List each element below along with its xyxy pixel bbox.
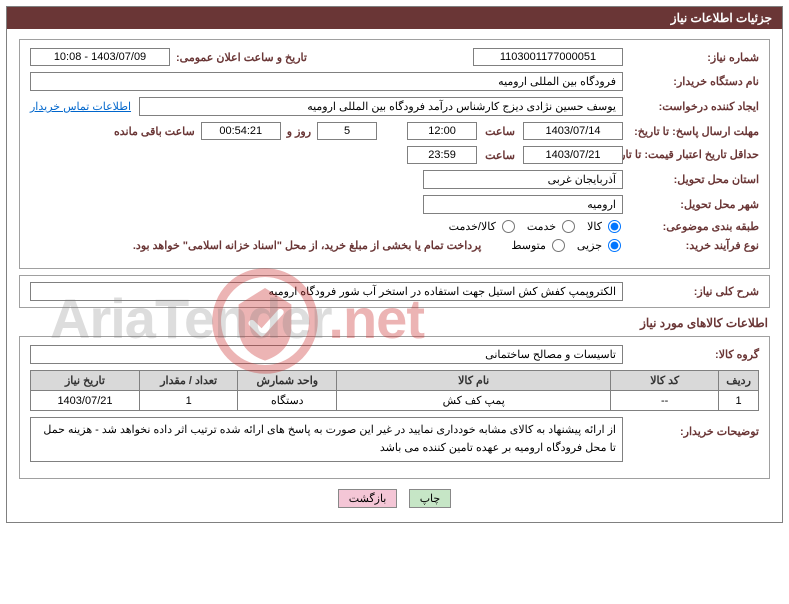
- row-response-deadline: مهلت ارسال پاسخ: تا تاریخ: 1403/07/14 سا…: [30, 122, 759, 140]
- radio-both-label: کالا/خدمت: [449, 220, 496, 233]
- radio-goods[interactable]: [608, 220, 621, 233]
- field-price-date: 1403/07/21: [523, 146, 623, 164]
- radio-medium-label: متوسط: [511, 239, 546, 252]
- label-group: گروه کالا:: [629, 348, 759, 361]
- row-city: شهر محل تحویل: ارومیه: [30, 195, 759, 214]
- radio-goods-label: کالا: [587, 220, 602, 233]
- label-resp-deadline: مهلت ارسال پاسخ: تا تاریخ:: [629, 125, 759, 138]
- overall-fieldset: شرح کلی نیاز: الکتروپمپ کفش کش استیل جهت…: [19, 275, 770, 308]
- row-requester: ایجاد کننده درخواست: یوسف حسین نژادی دیز…: [30, 97, 759, 116]
- label-process: نوع فرآیند خرید:: [629, 239, 759, 252]
- label-announce: تاریخ و ساعت اعلان عمومی:: [176, 51, 307, 64]
- th-qty: تعداد / مقدار: [139, 371, 237, 391]
- th-code: کد کالا: [611, 371, 719, 391]
- details-panel: جزئیات اطلاعات نیاز شماره نیاز: 11030011…: [6, 6, 783, 523]
- label-days-and: روز و: [287, 125, 311, 138]
- td-name: پمپ کف کش: [337, 391, 611, 411]
- td-date: 1403/07/21: [31, 391, 140, 411]
- field-time-left: 00:54:21: [201, 122, 281, 140]
- row-province: استان محل تحویل: آذربایجان غربی: [30, 170, 759, 189]
- label-category: طبقه بندی موضوعی:: [629, 220, 759, 233]
- label-need-no: شماره نیاز:: [629, 51, 759, 64]
- row-category: طبقه بندی موضوعی: کالا خدمت کالا/خدمت: [30, 220, 759, 233]
- process-note: پرداخت تمام یا بخشی از مبلغ خرید، از محل…: [133, 239, 481, 252]
- row-need-no: شماره نیاز: 1103001177000051 تاریخ و ساع…: [30, 48, 759, 66]
- label-overall: شرح کلی نیاز:: [629, 285, 759, 298]
- print-button[interactable]: چاپ: [409, 489, 452, 508]
- radio-service[interactable]: [562, 220, 575, 233]
- table-header-row: ردیف کد کالا نام کالا واحد شمارش تعداد /…: [31, 371, 759, 391]
- field-buyer-org: فرودگاه بین المللی ارومیه: [30, 72, 623, 91]
- panel-title: جزئیات اطلاعات نیاز: [7, 7, 782, 29]
- field-resp-date: 1403/07/14: [523, 122, 623, 140]
- radio-medium[interactable]: [552, 239, 565, 252]
- th-row: ردیف: [719, 371, 759, 391]
- field-resp-time: 12:00: [407, 122, 477, 140]
- label-time-1: ساعت: [485, 125, 515, 138]
- td-row: 1: [719, 391, 759, 411]
- button-row: چاپ بازگشت: [19, 489, 770, 508]
- field-requester: یوسف حسین نژادی دیزج کارشناس درآمد فرودگ…: [139, 97, 623, 116]
- panel-body: شماره نیاز: 1103001177000051 تاریخ و ساع…: [7, 29, 782, 522]
- field-price-time: 23:59: [407, 146, 477, 164]
- td-unit: دستگاه: [238, 391, 337, 411]
- field-overall: الکتروپمپ کفش کش استیل جهت استفاده در اس…: [30, 282, 623, 301]
- table-row: 1 -- پمپ کف کش دستگاه 1 1403/07/21: [31, 391, 759, 411]
- main-fieldset: شماره نیاز: 1103001177000051 تاریخ و ساع…: [19, 39, 770, 269]
- field-announce: 1403/07/09 - 10:08: [30, 48, 170, 66]
- back-button[interactable]: بازگشت: [338, 489, 398, 508]
- field-group: تاسیسات و مصالح ساختمانی: [30, 345, 623, 364]
- row-process: نوع فرآیند خرید: جزیی متوسط پرداخت تمام …: [30, 239, 759, 252]
- th-unit: واحد شمارش: [238, 371, 337, 391]
- field-need-no: 1103001177000051: [473, 48, 623, 66]
- label-buyer-org: نام دستگاه خریدار:: [629, 75, 759, 88]
- label-province: استان محل تحویل:: [629, 173, 759, 186]
- field-city: ارومیه: [423, 195, 623, 214]
- field-buyer-notes: از ارائه پیشنهاد به کالای مشابه خودداری …: [30, 417, 623, 462]
- label-price-valid: حداقل تاریخ اعتبار قیمت: تا تاریخ:: [629, 148, 759, 162]
- td-qty: 1: [139, 391, 237, 411]
- radio-partial-label: جزیی: [577, 239, 602, 252]
- field-days: 5: [317, 122, 377, 140]
- radio-partial[interactable]: [608, 239, 621, 252]
- th-date: تاریخ نیاز: [31, 371, 140, 391]
- th-name: نام کالا: [337, 371, 611, 391]
- field-province: آذربایجان غربی: [423, 170, 623, 189]
- label-buyer-notes: توضیحات خریدار:: [629, 417, 759, 438]
- label-city: شهر محل تحویل:: [629, 198, 759, 211]
- row-buyer-org: نام دستگاه خریدار: فرودگاه بین المللی ار…: [30, 72, 759, 91]
- label-time-2: ساعت: [485, 149, 515, 162]
- label-requester: ایجاد کننده درخواست:: [629, 100, 759, 113]
- label-time-left: ساعت باقی مانده: [114, 125, 195, 138]
- td-code: --: [611, 391, 719, 411]
- row-price-validity: حداقل تاریخ اعتبار قیمت: تا تاریخ: 1403/…: [30, 146, 759, 164]
- buyer-contact-link[interactable]: اطلاعات تماس خریدار: [30, 100, 131, 113]
- items-table: ردیف کد کالا نام کالا واحد شمارش تعداد /…: [30, 370, 759, 411]
- radio-both[interactable]: [502, 220, 515, 233]
- items-title: اطلاعات کالاهای مورد نیاز: [21, 316, 768, 330]
- items-fieldset: گروه کالا: تاسیسات و مصالح ساختمانی ردیف…: [19, 336, 770, 479]
- radio-service-label: خدمت: [527, 220, 556, 233]
